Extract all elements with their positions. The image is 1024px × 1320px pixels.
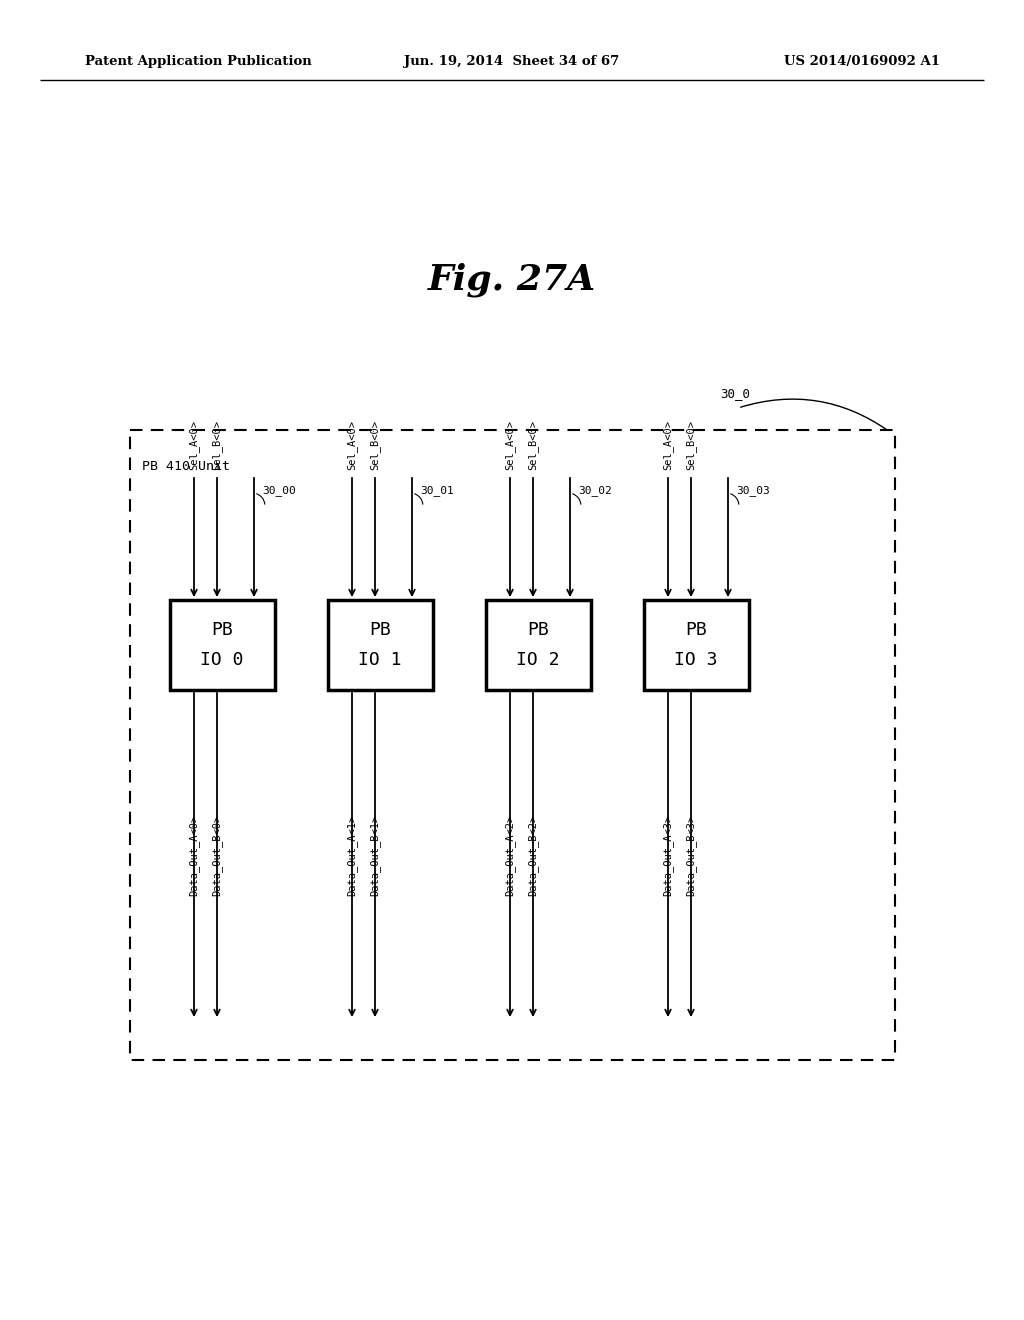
Text: 30_00: 30_00	[262, 484, 296, 496]
Bar	[130, 430, 895, 1060]
Text: Patent Application Publication: Patent Application Publication	[85, 55, 311, 69]
Text: PB
IO 1: PB IO 1	[358, 622, 401, 669]
Bar	[643, 601, 749, 690]
Text: Sel_B<0>: Sel_B<0>	[685, 420, 696, 470]
Text: Data_Out_B<3>: Data_Out_B<3>	[685, 814, 696, 896]
Text: Sel_B<0>: Sel_B<0>	[370, 420, 381, 470]
Bar	[328, 601, 432, 690]
Text: PB 410 Unit: PB 410 Unit	[142, 459, 230, 473]
Text: 30_03: 30_03	[736, 484, 770, 496]
Text: Sel_A<0>: Sel_A<0>	[663, 420, 674, 470]
Text: Sel_A<0>: Sel_A<0>	[188, 420, 200, 470]
Text: 30_01: 30_01	[420, 484, 454, 496]
Bar	[485, 601, 591, 690]
Text: PB
IO 0: PB IO 0	[201, 622, 244, 669]
Bar	[170, 601, 274, 690]
Text: PB
IO 2: PB IO 2	[516, 622, 560, 669]
Text: Data_Out_A<0>: Data_Out_A<0>	[188, 814, 200, 896]
Text: Data_Out_A<1>: Data_Out_A<1>	[346, 814, 357, 896]
Text: Sel_B<0>: Sel_B<0>	[527, 420, 539, 470]
Text: Data_Out_B<0>: Data_Out_B<0>	[212, 814, 222, 896]
Text: Jun. 19, 2014  Sheet 34 of 67: Jun. 19, 2014 Sheet 34 of 67	[404, 55, 620, 69]
Text: 30_02: 30_02	[578, 484, 611, 496]
Text: Sel_A<0>: Sel_A<0>	[346, 420, 357, 470]
Text: Fig. 27A: Fig. 27A	[428, 263, 596, 297]
Text: Sel_B<0>: Sel_B<0>	[212, 420, 222, 470]
Text: Sel_A<0>: Sel_A<0>	[505, 420, 515, 470]
Text: Data_Out_B<1>: Data_Out_B<1>	[370, 814, 381, 896]
Text: PB
IO 3: PB IO 3	[674, 622, 718, 669]
Text: US 2014/0169092 A1: US 2014/0169092 A1	[784, 55, 940, 69]
Text: Data_Out_A<3>: Data_Out_A<3>	[663, 814, 674, 896]
Text: 30_0: 30_0	[720, 387, 750, 400]
Text: Data_Out_A<2>: Data_Out_A<2>	[505, 814, 515, 896]
Text: Data_Out_B<2>: Data_Out_B<2>	[527, 814, 539, 896]
